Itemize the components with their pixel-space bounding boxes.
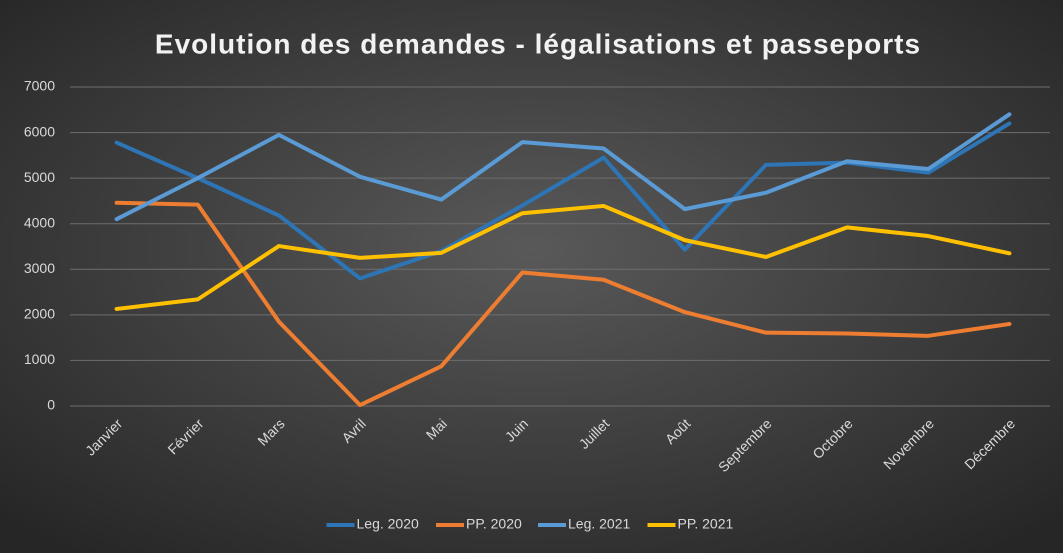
- legend-label: PP. 2020: [466, 516, 522, 532]
- y-tick-label: 1000: [24, 351, 55, 367]
- legend-label: PP. 2021: [678, 516, 734, 532]
- legend-label: Leg. 2021: [568, 516, 630, 532]
- y-tick-label: 3000: [24, 260, 55, 276]
- y-tick-label: 4000: [24, 214, 55, 230]
- y-tick-label: 2000: [24, 306, 55, 322]
- chart-title: Evolution des demandes - légalisations e…: [155, 28, 921, 59]
- y-tick-label: 5000: [24, 169, 55, 185]
- series-line: [114, 200, 1012, 408]
- y-tick-label: 6000: [24, 123, 55, 139]
- y-tick-label: 7000: [24, 78, 55, 94]
- series-line: [114, 203, 1012, 311]
- legend-label: Leg. 2020: [357, 516, 419, 532]
- y-tick-label: 0: [47, 397, 55, 413]
- series-line: [114, 112, 1012, 222]
